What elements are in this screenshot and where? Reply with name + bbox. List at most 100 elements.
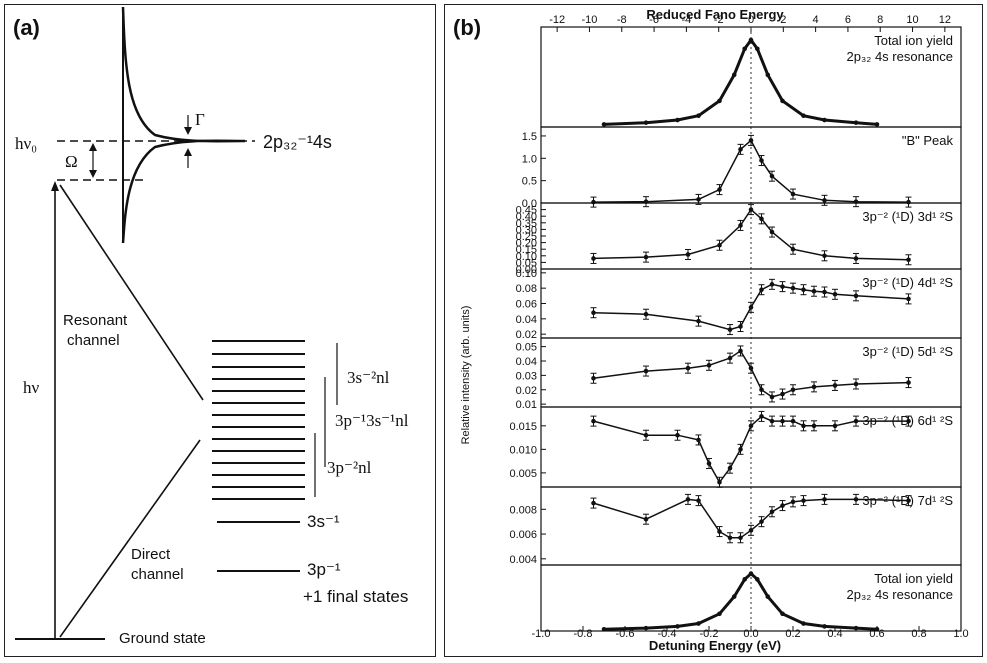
data-point — [906, 380, 911, 385]
resonant-channel-label-1: Resonant — [63, 312, 128, 329]
top-tick-label: 4 — [813, 14, 819, 26]
y-tick-label: 0.35 — [516, 218, 537, 230]
energy-level-diagram: (a) Γ hν₀ 2p₃₂⁻¹4s Ω hν Resonant channel… — [4, 4, 436, 657]
y-tick-label: 0.02 — [516, 329, 537, 341]
data-point — [727, 327, 733, 332]
y-tick-label: 0.15 — [516, 244, 537, 256]
data-point — [591, 310, 596, 316]
data-point — [780, 418, 785, 424]
level-label-3s-1: 3s⁻¹ — [307, 512, 340, 531]
data-point — [738, 147, 743, 152]
data-point — [738, 535, 743, 541]
data-point — [759, 519, 764, 524]
data-point — [759, 158, 764, 163]
data-point — [780, 98, 785, 104]
data-point — [801, 498, 806, 503]
hv-label: hν — [23, 378, 40, 397]
y-tick-label: 0.25 — [516, 231, 537, 243]
data-point — [790, 246, 796, 252]
fit-curve — [593, 415, 909, 484]
data-point — [591, 199, 596, 205]
data-point — [685, 365, 691, 371]
data-point — [790, 387, 796, 393]
data-point — [822, 117, 827, 123]
data-point — [853, 625, 859, 631]
data-point — [738, 324, 743, 329]
data-point — [742, 577, 747, 582]
data-point — [685, 252, 691, 257]
data-point — [801, 287, 806, 293]
data-point — [643, 311, 649, 317]
gamma-arrowhead-upper — [184, 127, 192, 135]
data-point — [822, 289, 827, 295]
data-point — [853, 381, 859, 387]
data-point — [769, 173, 775, 179]
data-point — [765, 594, 771, 599]
data-point — [696, 113, 701, 118]
data-point — [675, 624, 680, 629]
fit-curve — [593, 208, 909, 261]
y-tick-label: 0.0 — [522, 198, 537, 210]
omega-arrowhead-bottom — [89, 170, 97, 178]
hv-arrowhead — [51, 181, 59, 191]
top-tick-label: 2 — [780, 14, 786, 26]
subplot-title: Total ion yield — [874, 33, 953, 48]
top-tick-label: 0 — [748, 14, 754, 26]
subplot-title: 3p⁻² (¹D) 6d¹ ²S — [862, 413, 953, 428]
resonance-state-label: 2p₃₂⁻¹4s — [263, 132, 332, 152]
top-tick-label: -10 — [582, 14, 598, 26]
data-point — [790, 499, 796, 505]
fit-curve — [593, 283, 909, 331]
data-point — [696, 318, 701, 324]
data-point — [591, 375, 596, 381]
data-point — [811, 288, 817, 294]
data-point — [738, 348, 743, 354]
fit-curve — [603, 571, 878, 631]
subplot-title: 3p⁻² (¹D) 5d¹ ²S — [862, 344, 953, 359]
data-point — [759, 216, 764, 222]
data-point — [759, 414, 764, 419]
data-point — [874, 122, 880, 127]
y-tick-label: 0.02 — [516, 385, 537, 397]
top-axis-title: Reduced Fano Energy — [646, 7, 784, 22]
bottom-tick-label: -0.2 — [700, 628, 719, 640]
data-point — [874, 626, 880, 632]
data-point — [906, 418, 911, 424]
y-axis-title: Relative intensity (arb. units) — [460, 306, 472, 445]
data-point — [822, 253, 827, 259]
y-tick-label: 0.008 — [509, 504, 537, 516]
top-tick-label: 12 — [939, 14, 951, 26]
data-point — [748, 207, 754, 212]
top-tick-label: -8 — [617, 14, 627, 26]
data-point — [591, 500, 596, 506]
top-tick-label: -12 — [549, 14, 565, 26]
data-point — [769, 509, 775, 515]
subplot-title: 3p⁻² (¹D) 4d¹ ²S — [862, 275, 953, 290]
data-point — [601, 122, 607, 127]
data-point — [731, 72, 737, 78]
y-tick-label: 0.10 — [516, 268, 537, 280]
omega-label: Ω — [65, 152, 78, 171]
y-tick-label: 0.005 — [509, 468, 537, 480]
resonance-profile — [121, 6, 246, 244]
y-tick-label: 0.04 — [516, 314, 537, 326]
top-tick-label: -4 — [681, 14, 691, 26]
data-point — [780, 503, 785, 508]
bottom-tick-label: 0.2 — [785, 628, 800, 640]
resonant-channel-line — [59, 184, 204, 401]
direct-channel-line — [59, 439, 201, 638]
data-point — [832, 383, 838, 388]
data-point — [906, 296, 911, 302]
data-point — [759, 287, 764, 293]
final-states-label: +1 final states — [303, 587, 408, 606]
y-tick-label: 0.45 — [516, 205, 537, 217]
data-point — [643, 368, 649, 374]
data-point — [906, 257, 911, 263]
data-point — [727, 355, 733, 361]
bottom-tick-label: -0.4 — [658, 628, 677, 640]
data-point — [801, 113, 806, 118]
spectra-panel: (b) Reduced Fano Energy Detuning Energy … — [444, 4, 983, 657]
data-point — [717, 479, 722, 485]
y-tick-label: 1.0 — [522, 153, 537, 165]
subplot-title: 2p₃₂ 4s resonance — [847, 49, 953, 64]
